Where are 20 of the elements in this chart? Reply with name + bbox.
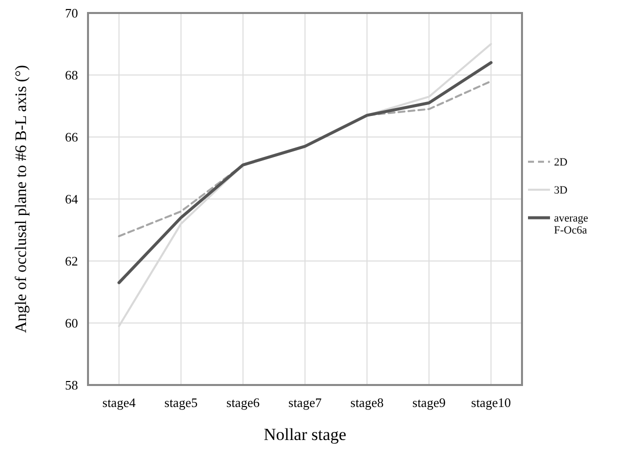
x-tick-label: stage9 <box>412 395 446 410</box>
x-tick-label: stage8 <box>350 395 384 410</box>
x-axis-title: Nollar stage <box>264 425 346 444</box>
y-tick-label: 68 <box>65 68 78 83</box>
y-tick-label: 66 <box>65 130 78 145</box>
y-tick-label: 64 <box>65 192 78 207</box>
legend-label: 3D <box>554 184 568 197</box>
legend-label: 2D <box>554 156 568 169</box>
legend-label: average F-Oc6a <box>554 212 588 237</box>
y-axis-title: Angle of occlusal plane to #6 B-L axis (°) <box>13 65 30 333</box>
y-tick-label: 60 <box>65 316 78 331</box>
x-tick-label: stage5 <box>164 395 198 410</box>
x-tick-label: stage10 <box>471 395 511 410</box>
x-tick-label: stage4 <box>102 395 136 410</box>
line-series <box>118 61 492 284</box>
y-tick-label: 62 <box>65 254 78 269</box>
x-tick-label: stage7 <box>288 395 322 410</box>
y-tick-label: 58 <box>65 378 78 393</box>
y-tick-label: 70 <box>65 6 78 21</box>
x-tick-label: stage6 <box>226 395 260 410</box>
